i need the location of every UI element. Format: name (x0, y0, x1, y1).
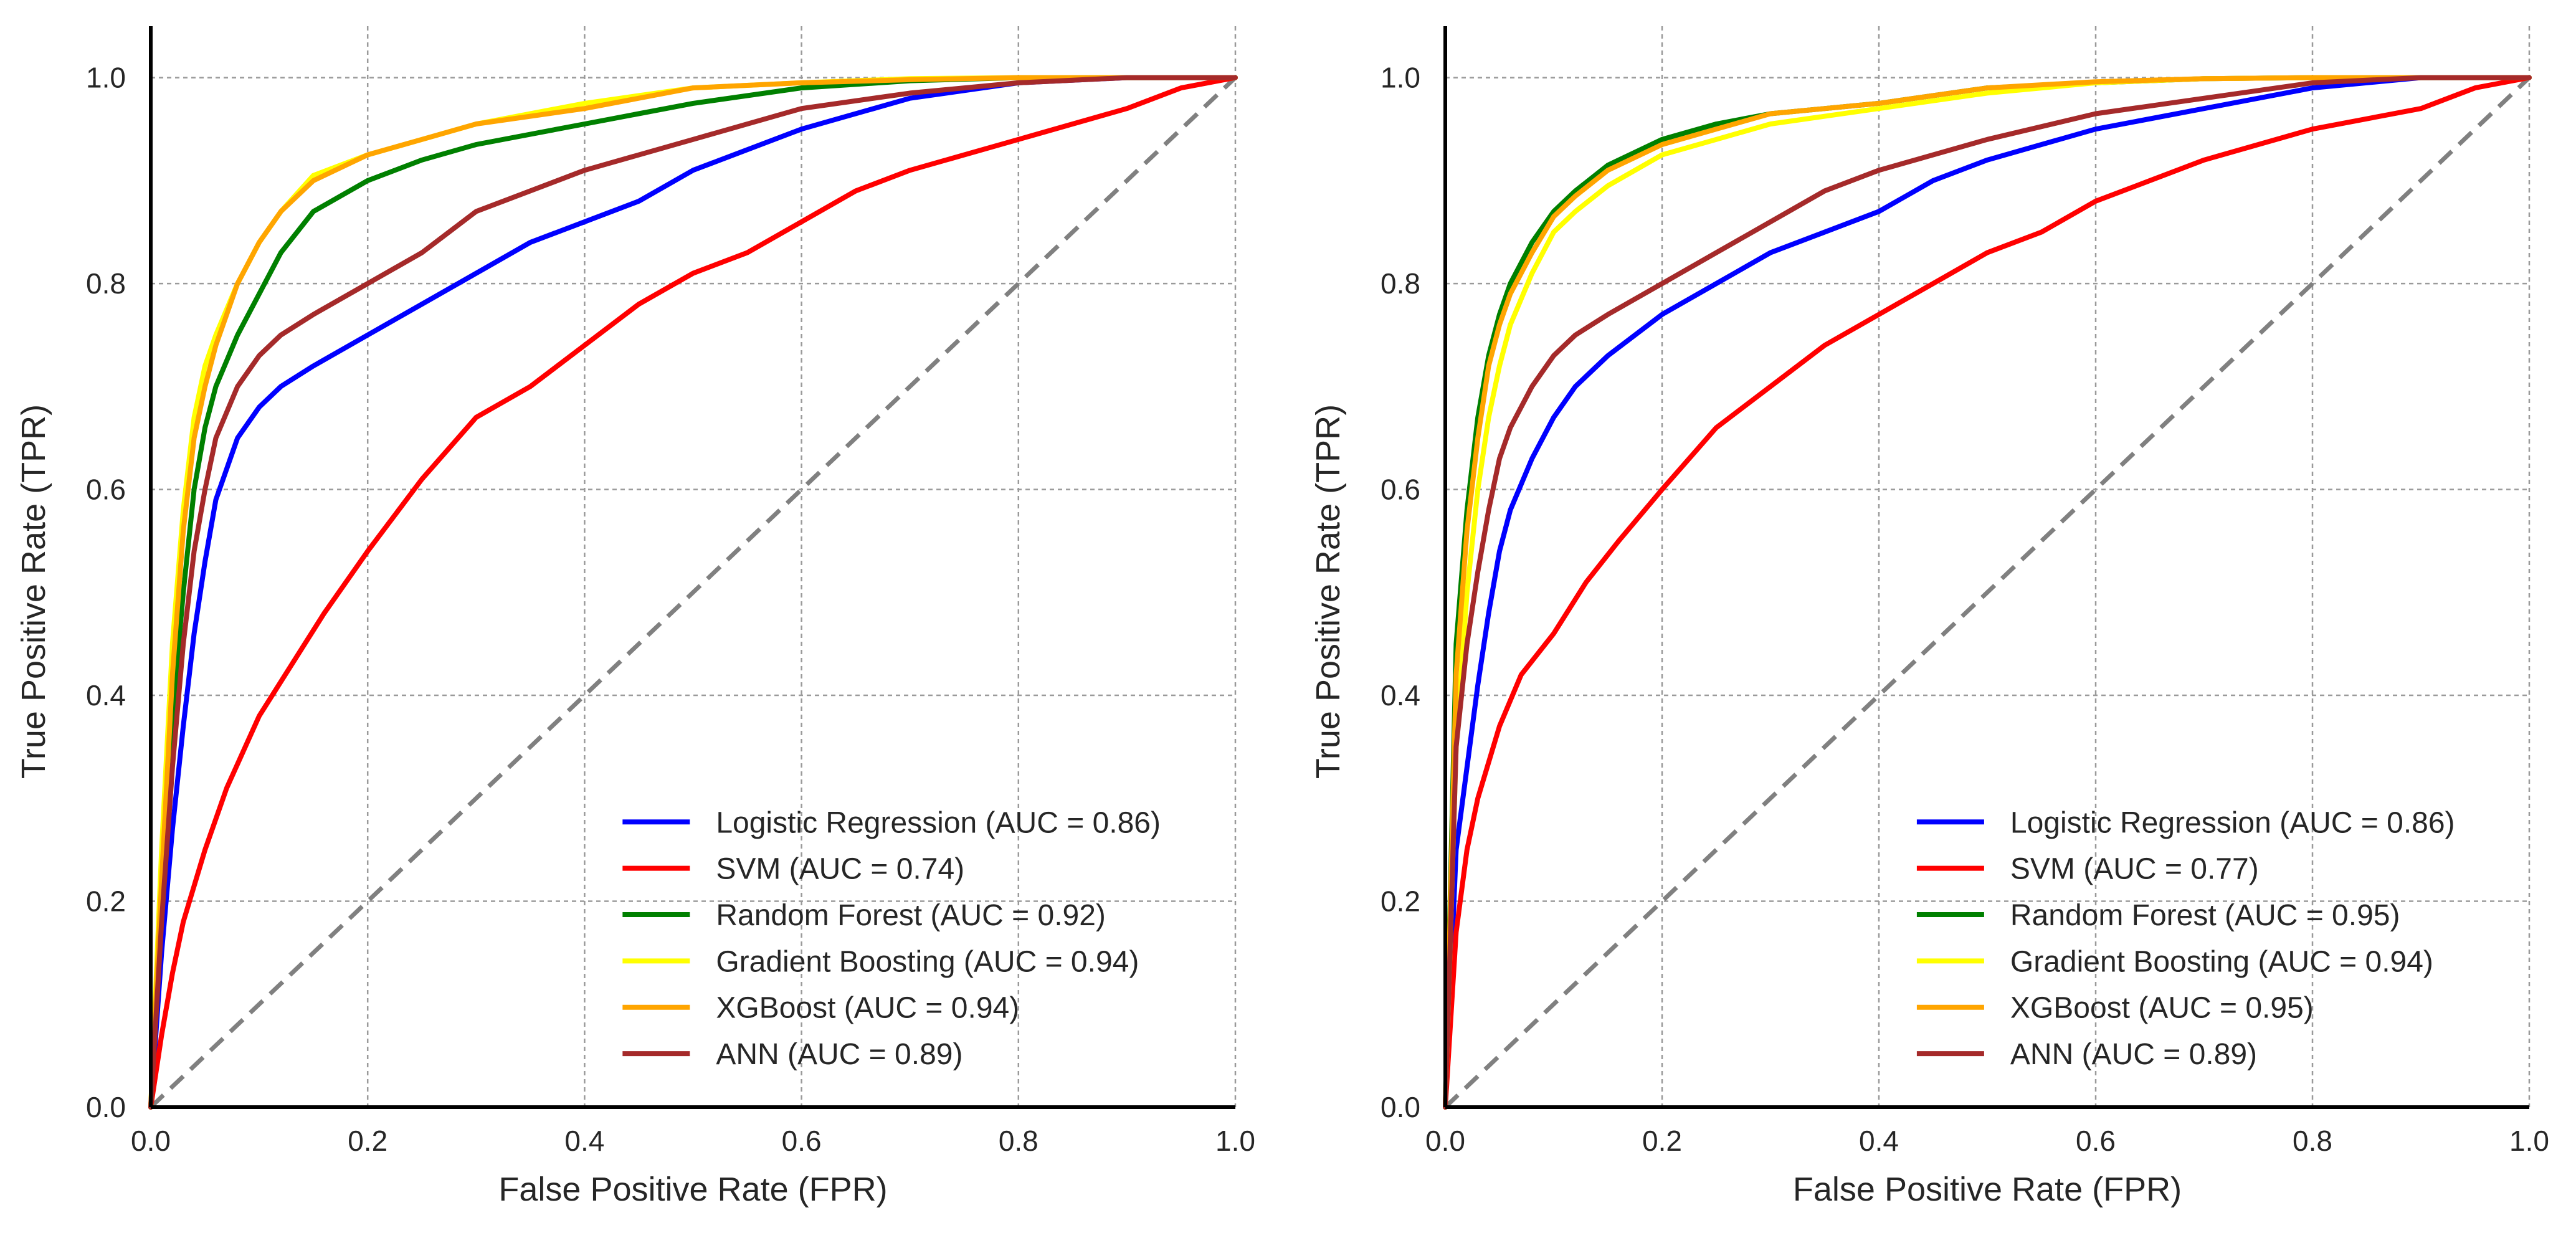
legend-entry: ANN (AUC = 0.89) (2010, 1038, 2257, 1071)
legend-entry: Random Forest (AUC = 0.95) (2010, 899, 2400, 932)
x-tick-label: 0.0 (1425, 1125, 1465, 1157)
x-tick-label: 0.8 (2293, 1125, 2332, 1157)
roc-curve-random-forest (148, 75, 1238, 1110)
roc-panel-right: 0.0 0.2 0.4 0.6 0.8 1.0 0.0 0.2 0.4 0.6 0.8 1.0 Fals… (1309, 26, 2549, 1208)
x-tick-label: 0.0 (131, 1125, 171, 1157)
y-tick-label: 0.6 (1381, 474, 1420, 506)
x-tick-label: 0.6 (2076, 1125, 2116, 1157)
legend-entry: ANN (AUC = 0.89) (716, 1038, 962, 1071)
x-tick-label: 1.0 (2509, 1125, 2549, 1157)
x-tick-label: 1.0 (1215, 1125, 1255, 1157)
roc-curve-logistic-regression (148, 75, 1238, 1110)
roc-curve-logistic-regression (1443, 75, 2532, 1110)
y-tick-label: 0.2 (86, 885, 126, 918)
chance-diagonal (149, 76, 1237, 1109)
x-tick-label: 0.8 (999, 1125, 1038, 1157)
y-tick-label: 0.6 (86, 474, 126, 506)
roc-panel-left: 0.0 0.2 0.4 0.6 0.8 1.0 0.0 0.2 0.4 0.6 0.8 1.0 Fals… (15, 26, 1255, 1208)
x-tick-label: 0.2 (348, 1125, 387, 1157)
roc-curve-ann (148, 75, 1238, 1110)
y-tick-label: 0.4 (1381, 679, 1420, 712)
legend-entry: Gradient Boosting (AUC = 0.94) (2010, 945, 2433, 978)
roc-curve-svm (148, 75, 1238, 1110)
y-tick-label: 1.0 (1381, 62, 1420, 94)
roc-curve-xgboost (148, 75, 1238, 1110)
chance-diagonal (1443, 76, 2531, 1109)
legend-entry: Logistic Regression (AUC = 0.86) (716, 806, 1161, 839)
legend-entry: Logistic Regression (AUC = 0.86) (2010, 806, 2455, 839)
x-tick-label: 0.4 (564, 1125, 604, 1157)
legend-entry: SVM (AUC = 0.77) (2010, 853, 2259, 886)
legend-entry: Random Forest (AUC = 0.92) (716, 899, 1106, 932)
legend-entry: SVM (AUC = 0.74) (716, 853, 964, 886)
y-tick-label: 0.2 (1381, 885, 1420, 918)
y-axis-label: True Positive Rate (TPR) (1309, 404, 1347, 779)
y-tick-label: 0.8 (1381, 267, 1420, 300)
x-tick-label: 0.2 (1642, 1125, 1682, 1157)
y-axis-label: True Positive Rate (TPR) (15, 404, 52, 779)
y-tick-label: 0.8 (86, 267, 126, 300)
legend: Logistic Regression (AUC = 0.86) SVM (AUC… (1916, 806, 2455, 1071)
y-tick-label: 0.4 (86, 679, 126, 712)
x-tick-label: 0.6 (782, 1125, 822, 1157)
y-tick-label: 0.0 (86, 1091, 126, 1123)
x-axis-label: False Positive Rate (FPR) (1793, 1171, 2182, 1208)
legend-entry: Gradient Boosting (AUC = 0.94) (716, 945, 1139, 978)
x-axis-label: False Positive Rate (FPR) (498, 1171, 887, 1208)
roc-curve-svm (1443, 75, 2532, 1110)
roc-curve-xgboost (1443, 75, 2532, 1110)
legend-entry: XGBoost (AUC = 0.95) (2010, 992, 2314, 1025)
y-tick-label: 0.0 (1381, 1091, 1420, 1123)
roc-curve-ann (1443, 75, 2532, 1110)
legend: Logistic Regression (AUC = 0.86) SVM (AUC… (622, 806, 1161, 1071)
x-tick-label: 0.4 (1859, 1125, 1899, 1157)
y-tick-label: 1.0 (86, 62, 126, 94)
legend-entry: XGBoost (AUC = 0.94) (716, 992, 1019, 1025)
